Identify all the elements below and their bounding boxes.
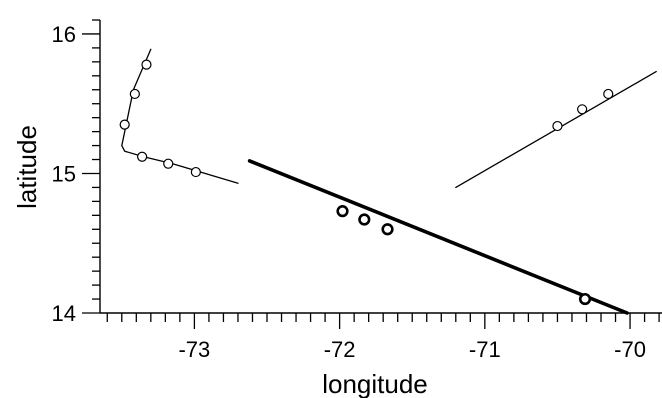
x-tick-label: -73 [178, 337, 210, 362]
track-point [552, 120, 563, 132]
tick-labels: -73 -72 -71 -70 14 15 16 [52, 22, 646, 362]
track-point [190, 166, 201, 178]
ticks [82, 19, 660, 329]
y-axis-label: latitude [12, 125, 42, 209]
y-tick-label: 15 [52, 161, 76, 186]
x-tick-label: -70 [614, 337, 646, 362]
track-point [577, 104, 588, 115]
x-tick-label: -71 [469, 337, 501, 362]
tracks [121, 48, 657, 315]
track-point [163, 158, 174, 169]
track-point [603, 88, 614, 100]
track-point [381, 223, 394, 236]
y-tick-label: 16 [52, 22, 76, 47]
track-line-1 [121, 48, 239, 184]
x-tick-label: -72 [324, 337, 356, 362]
axes [99, 20, 662, 314]
track-point [358, 213, 371, 226]
track-point [336, 205, 349, 218]
x-axis-label: longitude [322, 369, 428, 398]
track-point [119, 119, 130, 130]
track-point [141, 59, 152, 70]
track-point [578, 292, 592, 306]
markers [119, 59, 614, 306]
track-point [129, 88, 140, 100]
track-line-3 [247, 159, 629, 315]
track-point [137, 151, 148, 162]
y-tick-label: 14 [52, 301, 76, 326]
